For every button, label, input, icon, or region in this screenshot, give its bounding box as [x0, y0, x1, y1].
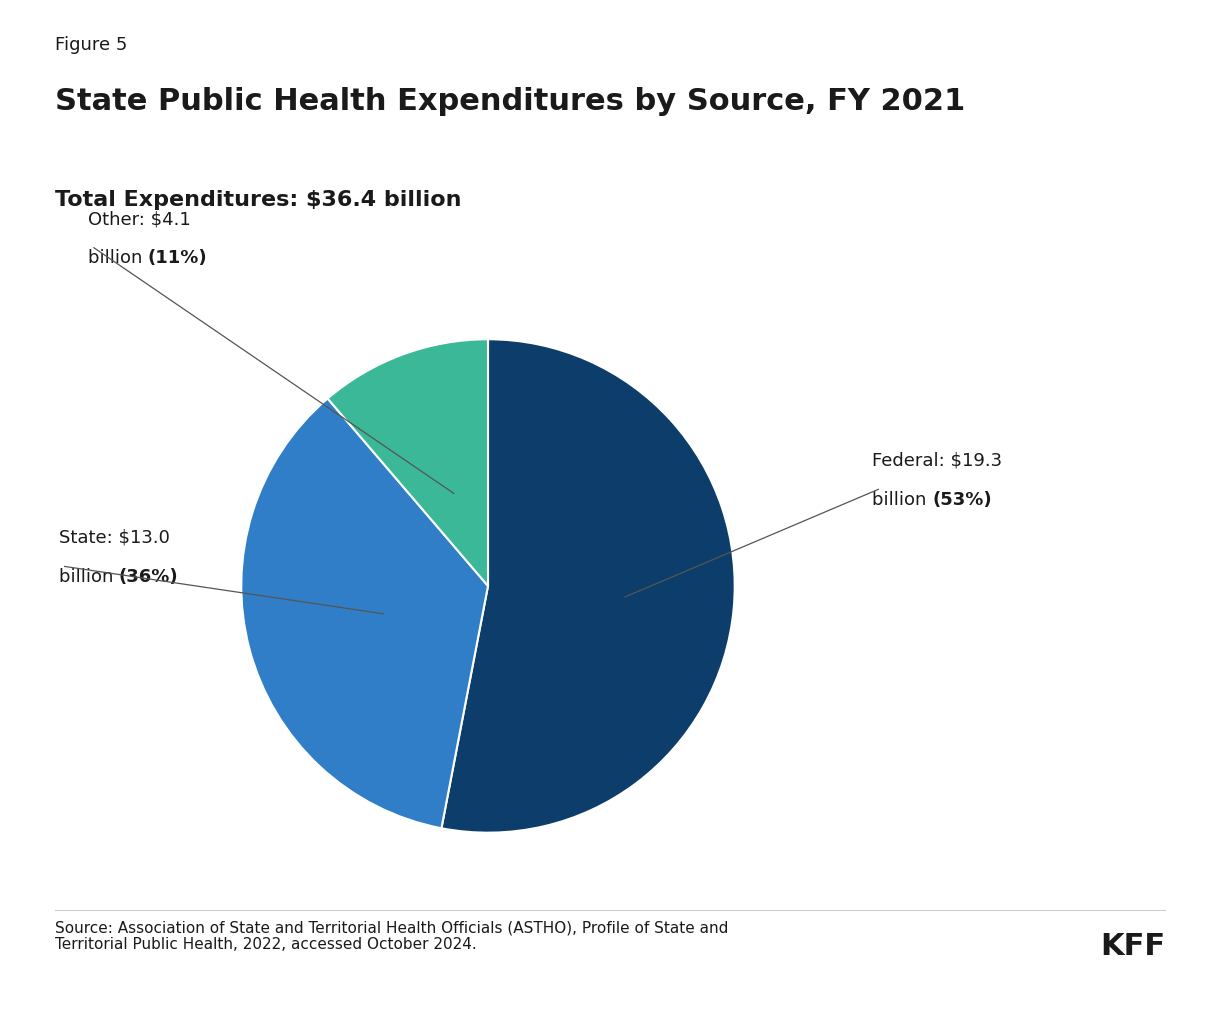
Text: Other: $4.1: Other: $4.1	[88, 210, 190, 228]
Text: Total Expenditures: $36.4 billion: Total Expenditures: $36.4 billion	[55, 190, 461, 210]
Text: (36%): (36%)	[118, 567, 178, 586]
Text: State: $13.0: State: $13.0	[59, 528, 170, 547]
Text: State Public Health Expenditures by Source, FY 2021: State Public Health Expenditures by Sour…	[55, 87, 965, 116]
Text: Source: Association of State and Territorial Health Officials (ASTHO), Profile o: Source: Association of State and Territo…	[55, 920, 728, 953]
Text: KFF: KFF	[1100, 932, 1165, 961]
Text: billion: billion	[88, 249, 148, 267]
Text: (11%): (11%)	[148, 249, 207, 267]
Text: Figure 5: Figure 5	[55, 36, 127, 54]
Text: billion: billion	[872, 490, 932, 509]
Wedge shape	[242, 399, 488, 829]
Wedge shape	[328, 339, 488, 586]
Text: (53%): (53%)	[932, 490, 992, 509]
Wedge shape	[442, 339, 734, 833]
Text: billion: billion	[59, 567, 118, 586]
Text: Federal: $19.3: Federal: $19.3	[872, 451, 1003, 470]
